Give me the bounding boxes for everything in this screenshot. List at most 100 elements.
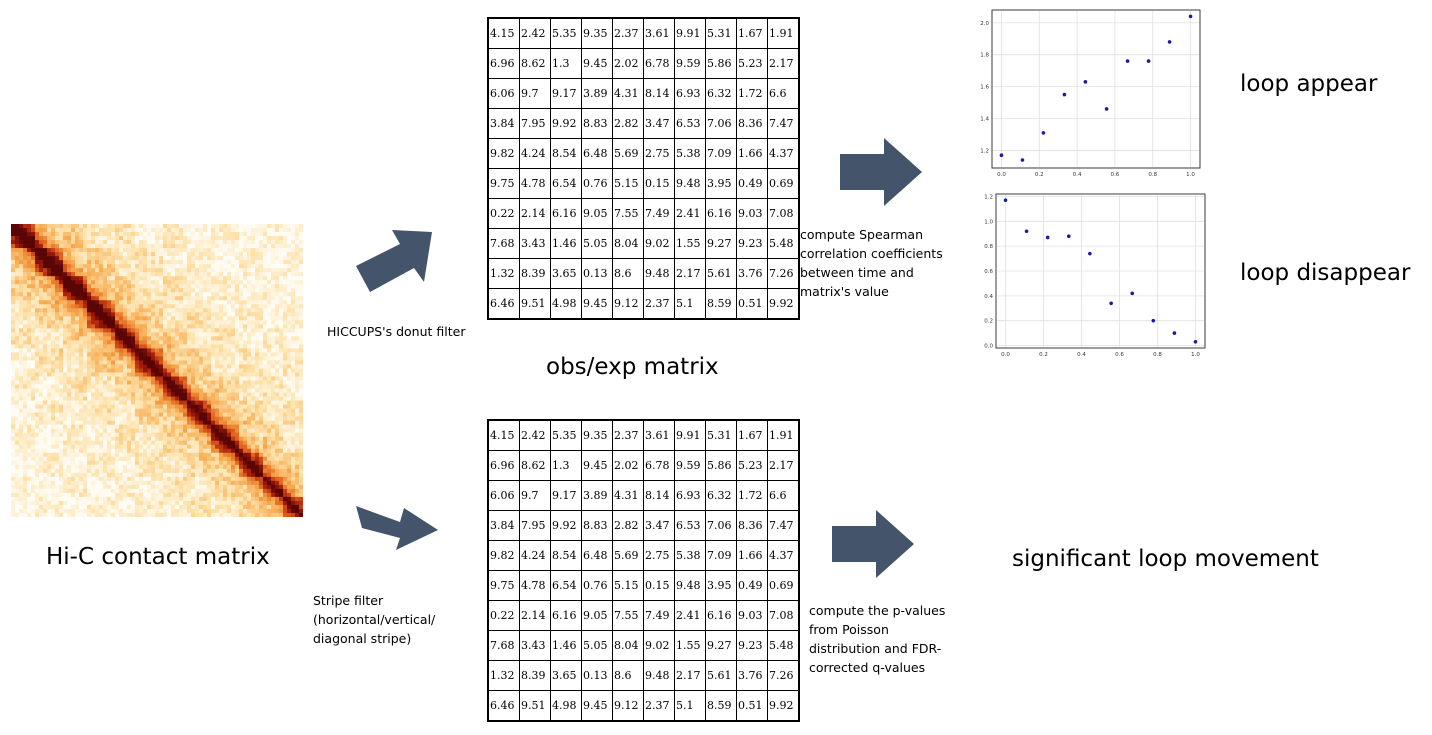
matrix-row: 6.96 8.62 1.3 9.45 2.02 6.78 9.59 5.86 5.23 2.17 <box>487 450 800 481</box>
data-point <box>1167 40 1172 44</box>
y-tick-label: 0.6 <box>984 269 993 275</box>
matrix-cell: 9.91 <box>674 17 706 49</box>
matrix-cell: 9.45 <box>581 450 613 481</box>
matrix-cell: 5.61 <box>705 660 737 691</box>
matrix-cell: 2.75 <box>643 540 675 571</box>
matrix-cell: 9.92 <box>767 288 800 320</box>
matrix-cell: 7.47 <box>767 108 800 139</box>
y-tick-label: 1.0 <box>984 219 993 225</box>
matrix-cell: 5.23 <box>736 450 768 481</box>
matrix-cell: 1.46 <box>550 630 582 661</box>
matrix-row: 3.84 7.95 9.92 8.83 2.82 3.47 6.53 7.06 8.36 7.47 <box>487 108 800 139</box>
y-tick-label: 0.2 <box>984 319 993 325</box>
obs-exp-title: obs/exp matrix <box>546 354 719 380</box>
x-tick-label: 1.0 <box>1186 172 1195 178</box>
matrix-cell: 4.37 <box>767 138 800 169</box>
data-point <box>1003 198 1008 203</box>
matrix-row: 7.68 3.43 1.46 5.05 8.04 9.02 1.55 9.27 9.23 5.48 <box>487 228 800 259</box>
y-tick-label: 2.0 <box>980 21 989 27</box>
matrix-cell: 6.96 <box>487 48 520 79</box>
matrix-cell: 8.14 <box>643 78 675 109</box>
matrix-cell: 0.15 <box>643 570 675 601</box>
matrix-cell: 9.48 <box>643 258 675 289</box>
data-point <box>1146 59 1151 63</box>
matrix-cell: 1.67 <box>736 419 768 451</box>
matrix-cell: 4.15 <box>487 17 520 49</box>
matrix-cell: 9.03 <box>736 600 768 631</box>
matrix-cell: 3.61 <box>643 17 675 49</box>
matrix-cell: 2.14 <box>519 198 551 229</box>
matrix-cell: 7.26 <box>767 258 800 289</box>
matrix-cell: 6.6 <box>767 78 800 109</box>
matrix-cell: 7.09 <box>705 138 737 169</box>
x-tick-label: 0.4 <box>1073 172 1082 178</box>
matrix-cell: 9.27 <box>705 630 737 661</box>
matrix-cell: 8.83 <box>581 108 613 139</box>
matrix-cell: 9.03 <box>736 198 768 229</box>
matrix-cell: 7.95 <box>519 510 551 541</box>
matrix-cell: 8.54 <box>550 138 582 169</box>
matrix-cell: 3.84 <box>487 510 520 541</box>
matrix-cell: 9.92 <box>550 108 582 139</box>
matrix-cell: 5.38 <box>674 138 706 169</box>
data-point <box>1130 291 1135 296</box>
matrix-cell: 3.47 <box>643 510 675 541</box>
x-tick-label: 0.8 <box>1153 352 1162 358</box>
matrix-cell: 3.47 <box>643 108 675 139</box>
matrix-cell: 3.95 <box>705 168 737 199</box>
matrix-cell: 9.7 <box>519 480 551 511</box>
matrix-cell: 9.75 <box>487 168 520 199</box>
matrix-cell: 6.96 <box>487 450 520 481</box>
matrix-cell: 9.45 <box>581 288 613 320</box>
matrix-cell: 9.75 <box>487 570 520 601</box>
matrix-cell: 5.1 <box>674 690 706 722</box>
matrix-cell: 9.23 <box>736 228 768 259</box>
matrix-cell: 5.31 <box>705 17 737 49</box>
matrix-row: 1.32 8.39 3.65 0.13 8.6 9.48 2.17 5.61 3.76 7.26 <box>487 660 800 691</box>
matrix-cell: 6.06 <box>487 480 520 511</box>
matrix-cell: 9.51 <box>519 690 551 722</box>
matrix-cell: 1.72 <box>736 480 768 511</box>
matrix-cell: 6.32 <box>705 78 737 109</box>
matrix-cell: 1.67 <box>736 17 768 49</box>
matrix-cell: 5.38 <box>674 540 706 571</box>
matrix-cell: 6.46 <box>487 288 520 320</box>
y-tick-label: 1.4 <box>980 117 989 123</box>
spearman-note-line: compute Spearman <box>800 227 924 242</box>
stripe-filter-label: Stripe filter (horizontal/vertical/ diag… <box>313 591 435 648</box>
spearman-note: compute Spearman correlation coefficient… <box>800 225 943 301</box>
matrix-cell: 6.53 <box>674 510 706 541</box>
stripe-filter-line: (horizontal/vertical/ <box>313 612 436 627</box>
matrix-cell: 2.17 <box>674 660 706 691</box>
matrix-cell: 8.62 <box>519 48 551 79</box>
data-point <box>1066 234 1071 239</box>
matrix-cell: 9.23 <box>736 630 768 661</box>
matrix-cell: 9.92 <box>550 510 582 541</box>
x-tick-label: 0.2 <box>1035 172 1044 178</box>
matrix-cell: 0.15 <box>643 168 675 199</box>
matrix-cell: 8.36 <box>736 108 768 139</box>
matrix-cell: 0.49 <box>736 168 768 199</box>
matrix-row: 9.75 4.78 6.54 0.76 5.15 0.15 9.48 3.95 0.49 0.69 <box>487 570 800 601</box>
matrix-cell: 3.65 <box>550 258 582 289</box>
matrix-cell: 3.65 <box>550 660 582 691</box>
arrow-to-correlation <box>840 138 922 206</box>
matrix-cell: 6.93 <box>674 480 706 511</box>
matrix-cell: 4.31 <box>612 480 644 511</box>
matrix-cell: 1.3 <box>550 48 582 79</box>
matrix-cell: 2.37 <box>643 690 675 722</box>
matrix-cell: 4.15 <box>487 419 520 451</box>
matrix-row: 4.15 2.42 5.35 9.35 2.37 3.61 9.91 5.31 1.67 1.91 <box>487 419 800 451</box>
y-tick-label: 1.6 <box>980 85 989 91</box>
matrix-cell: 9.82 <box>487 540 520 571</box>
donut-filter-label: HICCUPS's donut filter <box>327 324 466 339</box>
matrix-row: 9.82 4.24 8.54 6.48 5.69 2.75 5.38 7.09 1.66 4.37 <box>487 138 800 169</box>
matrix-cell: 1.32 <box>487 660 520 691</box>
data-point <box>1172 331 1177 335</box>
matrix-cell: 0.51 <box>736 690 768 722</box>
matrix-cell: 3.76 <box>736 660 768 691</box>
poisson-note: compute the p-values from Poisson distri… <box>809 601 945 677</box>
matrix-cell: 5.15 <box>612 168 644 199</box>
matrix-cell: 6.78 <box>643 450 675 481</box>
matrix-cell: 7.08 <box>767 198 800 229</box>
